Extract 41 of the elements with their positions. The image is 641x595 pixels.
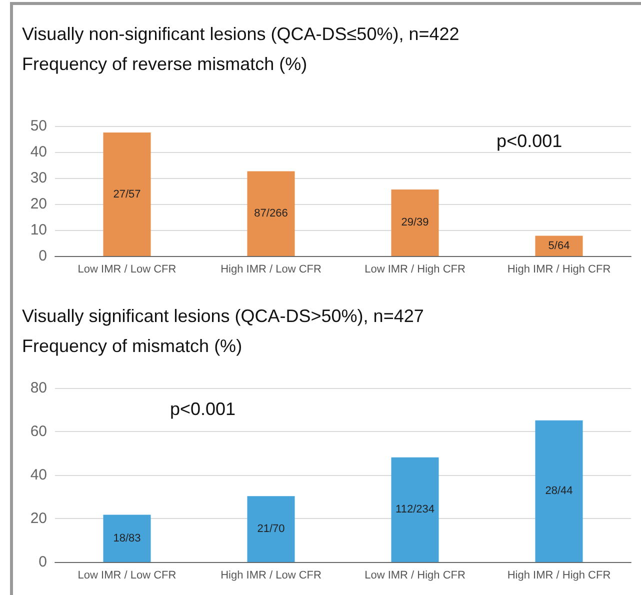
bar — [103, 514, 151, 562]
data-label: 21/70 — [257, 523, 285, 536]
y-tick-label: 60 — [30, 423, 47, 440]
chart-subtitle: Frequency of mismatch (%) — [22, 336, 242, 356]
data-label: 87/266 — [254, 208, 288, 220]
y-tick-label: 50 — [30, 118, 47, 134]
y-tick-label: 30 — [30, 170, 47, 186]
bar — [247, 496, 295, 562]
y-tick-label: 80 — [30, 380, 47, 396]
bar — [535, 420, 583, 562]
y-tick-label: 10 — [30, 222, 47, 238]
x-tick-label: Low IMR / High CFR — [364, 264, 466, 276]
data-label: 112/234 — [396, 504, 434, 516]
x-tick-label: Low IMR / High CFR — [364, 570, 466, 582]
bar — [391, 189, 439, 256]
data-label: 28/44 — [545, 485, 573, 498]
data-label: 29/39 — [401, 216, 429, 229]
x-tick-label: Low IMR / Low CFR — [78, 570, 176, 582]
data-label: 18/83 — [113, 532, 141, 544]
chart-subtitle: Frequency of reverse mismatch (%) — [22, 54, 308, 74]
bar — [247, 171, 295, 256]
x-tick-label: High IMR / Low CFR — [220, 264, 322, 276]
chart-title: Visually non-significant lesions (QCA-DS≤50%), n=422 — [22, 24, 460, 44]
y-tick-label: 40 — [30, 466, 47, 484]
y-tick-label: 20 — [30, 196, 47, 212]
annotation: p<0.001 — [170, 399, 236, 419]
data-label: 27/57 — [113, 188, 141, 200]
y-tick-label: 40 — [30, 144, 47, 160]
x-tick-label: High IMR / Low CFR — [220, 570, 322, 582]
y-tick-label: 0 — [38, 554, 47, 570]
x-tick-label: Low IMR / Low CFR — [78, 264, 176, 276]
x-tick-label: High IMR / High CFR — [507, 264, 611, 276]
bar — [391, 457, 439, 562]
bar — [103, 132, 151, 256]
bar — [535, 236, 583, 256]
y-tick-label: 0 — [38, 248, 47, 264]
chart-title: Visually significant lesions (QCA-DS>50%), n=427 — [22, 306, 424, 326]
data-label: 5/64 — [548, 240, 570, 252]
y-tick-label: 20 — [30, 510, 47, 527]
annotation: p<0.001 — [496, 131, 562, 151]
x-tick-label: High IMR / High CFR — [507, 570, 611, 582]
